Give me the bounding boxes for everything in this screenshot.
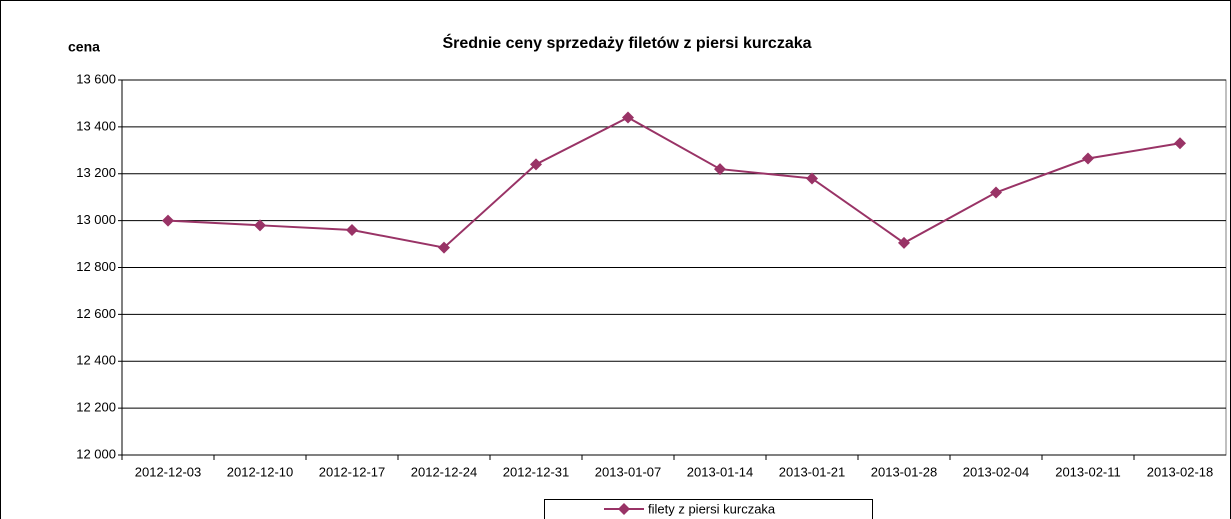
y-tick-label: 12 600 — [76, 306, 116, 321]
x-tick-label: 2013-01-28 — [871, 464, 938, 479]
x-tick-label: 2012-12-24 — [411, 464, 478, 479]
x-tick-label: 2012-12-17 — [319, 464, 386, 479]
x-tick-label: 2013-02-11 — [1055, 464, 1121, 479]
y-tick-label: 13 200 — [76, 165, 116, 180]
x-tick-label: 2013-01-14 — [687, 464, 754, 479]
x-tick-label: 2013-01-21 — [779, 464, 846, 479]
chart-title: Średnie ceny sprzedaży filetów z piersi … — [442, 33, 811, 52]
x-tick-label: 2013-02-18 — [1147, 464, 1214, 479]
y-tick-label: 12 000 — [76, 446, 116, 461]
marker — [530, 158, 542, 171]
marker — [254, 219, 266, 232]
x-tick-label: 2012-12-10 — [227, 464, 294, 479]
marker — [622, 111, 634, 124]
marker — [438, 241, 450, 254]
y-axis-title: cena — [68, 39, 100, 55]
marker — [990, 186, 1002, 199]
marker — [714, 163, 726, 176]
line — [167, 116, 1181, 249]
y-tick-label: 13 400 — [76, 118, 116, 133]
y-tick-label: 12 200 — [76, 400, 116, 415]
legend-label: filety z piersi kurczaka — [648, 501, 776, 516]
marker — [162, 214, 174, 227]
marker — [898, 236, 910, 249]
legend-box — [544, 499, 873, 519]
y-tick-label: 12 800 — [76, 259, 116, 274]
marker — [1082, 152, 1094, 165]
marker — [346, 224, 358, 236]
marker — [806, 172, 818, 185]
y-tick-label: 13 000 — [76, 212, 116, 227]
y-tick-label: 12 400 — [76, 353, 116, 368]
x-tick-label: 2013-01-07 — [595, 464, 662, 479]
y-tick-label: 13 600 — [76, 71, 116, 86]
x-tick-label: 2012-12-03 — [135, 464, 202, 479]
x-tick-label: 2012-12-31 — [503, 464, 570, 479]
marker — [1174, 137, 1186, 150]
legend-marker — [618, 503, 630, 515]
x-tick-label: 2013-02-04 — [963, 464, 1030, 479]
